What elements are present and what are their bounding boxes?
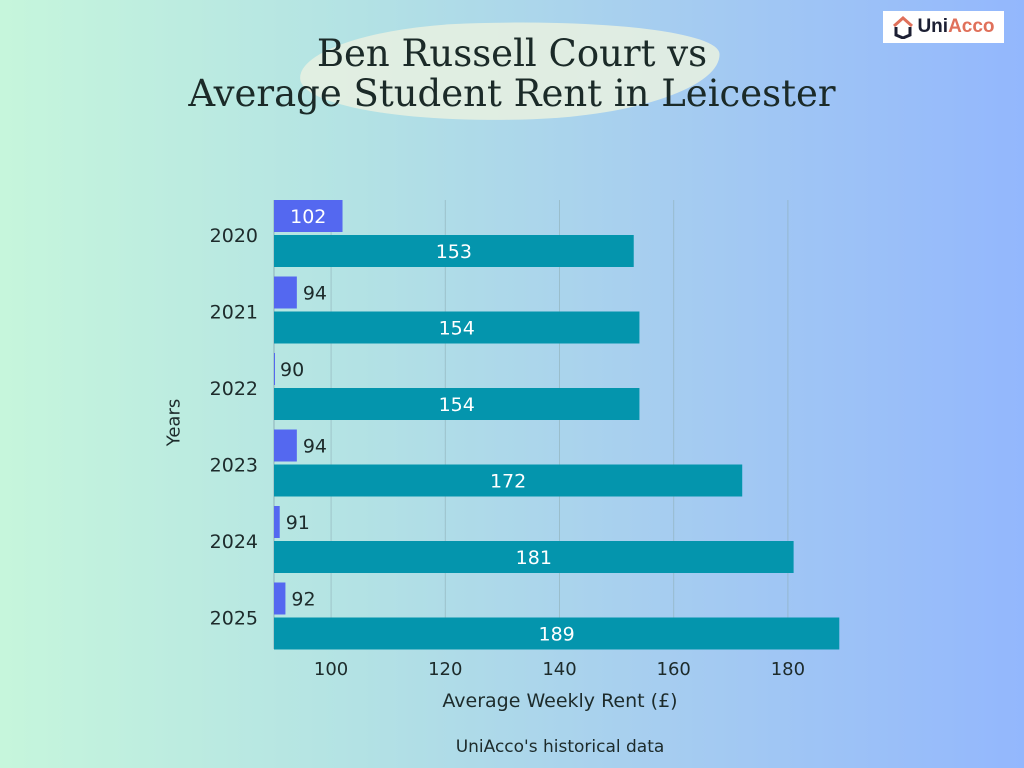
bar-0-2020 [274, 200, 343, 232]
bar-1-2024 [274, 541, 794, 573]
logo-text-acco: Acco [948, 16, 995, 37]
bar-1-2020 [274, 235, 634, 267]
bar-1-2021 [274, 311, 640, 344]
chart-title: Ben Russell Court vs Average Student Ren… [0, 34, 1024, 114]
x-tick-label: 180 [771, 659, 805, 680]
x-tick-label: 140 [542, 659, 576, 680]
y-tick-label: 2022 [210, 378, 258, 400]
bar-0-2023 [274, 429, 297, 462]
y-tick-label: 2021 [210, 302, 258, 324]
y-tick-label: 2025 [210, 608, 258, 630]
house-icon [893, 15, 914, 39]
x-tick-label: 100 [314, 659, 348, 680]
data-label: 153 [436, 241, 472, 263]
bar-1-2023 [274, 464, 743, 497]
data-label: 181 [516, 547, 552, 569]
title-line-1: Ben Russell Court vs [316, 32, 708, 75]
data-label: 189 [539, 624, 575, 646]
data-label: 154 [439, 394, 475, 416]
uniacco-logo: UniAcco [883, 11, 1004, 43]
bar-1-2025 [274, 617, 840, 650]
bar-0-2022 [274, 353, 275, 385]
y-tick-label: 2020 [210, 225, 258, 247]
data-label: 102 [290, 206, 326, 228]
x-axis-label: Average Weekly Rent (£) [442, 690, 678, 712]
logo-text-uni: Uni [917, 16, 949, 37]
data-label: 94 [303, 283, 327, 305]
x-tick-label: 160 [657, 659, 691, 680]
data-label: 172 [490, 471, 526, 493]
title-line-2: Average Student Rent in Leicester [188, 72, 836, 115]
data-label: 90 [280, 359, 304, 381]
data-label: 154 [439, 318, 475, 340]
bar-1-2022 [274, 388, 640, 420]
x-tick-label: 120 [428, 659, 462, 680]
y-tick-label: 2023 [210, 455, 258, 477]
data-label: 92 [291, 589, 315, 611]
bar-0-2024 [274, 506, 280, 538]
y-axis-label: Years [163, 398, 185, 447]
y-tick-label: 2024 [210, 531, 258, 553]
bar-0-2025 [274, 582, 286, 615]
bar-0-2021 [274, 276, 297, 309]
data-label: 94 [303, 436, 327, 458]
data-label: 91 [286, 512, 310, 534]
source-note: UniAcco's historical data [455, 737, 665, 757]
